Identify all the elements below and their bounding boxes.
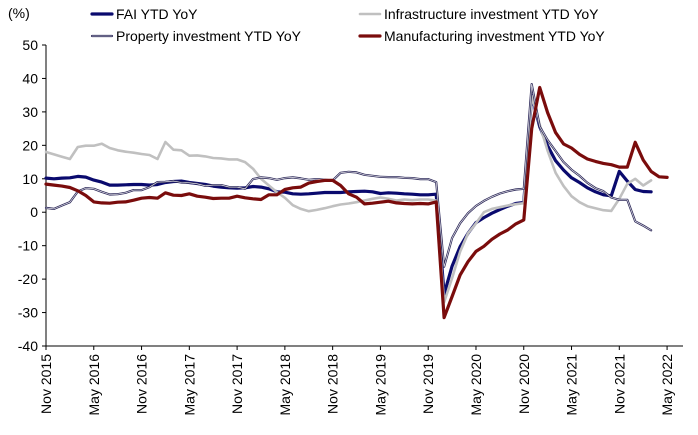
series-line-inner-property-investment-ytd-yoy <box>45 83 652 267</box>
x-tick-label: May 2017 <box>181 354 197 416</box>
x-tick-label: Nov 2015 <box>38 354 54 414</box>
legend-label: Infrastructure investment YTD YoY <box>384 6 599 22</box>
series-line-infrastructure-investment-ytd-yoy <box>44 94 653 304</box>
x-tick-label: Nov 2016 <box>134 354 150 414</box>
x-tick-label: May 2016 <box>86 354 102 416</box>
y-tick-label: -30 <box>18 305 38 321</box>
x-tick-label: Nov 2018 <box>325 354 341 414</box>
series-line-property-investment-ytd-yoy <box>44 83 653 268</box>
x-tick-label: May 2021 <box>564 354 580 416</box>
y-tick-label: -20 <box>18 271 38 287</box>
x-tick-label: May 2020 <box>468 354 484 416</box>
series-line-manufacturing-investment-ytd-yoy <box>44 85 669 320</box>
axes: -40 -30 -20 -10 0 10 20 30 40 50 (%) Nov 2015 May 20… <box>8 5 683 415</box>
x-tick-label: May 2022 <box>659 354 675 416</box>
y-tick-label: -10 <box>18 238 38 254</box>
series-lines <box>44 83 669 320</box>
y-tick-label: 40 <box>22 70 38 86</box>
legend-label: FAI YTD YoY <box>116 6 198 22</box>
y-tick-label: 30 <box>22 104 38 120</box>
legend-label: Property investment YTD YoY <box>116 28 302 44</box>
x-tick-label: May 2018 <box>277 354 293 416</box>
y-tick-label: 0 <box>30 204 38 220</box>
x-tick-label: May 2019 <box>372 354 388 416</box>
y-tick-label: 10 <box>22 171 38 187</box>
y-tick-label: -40 <box>18 338 38 354</box>
y-tick-label: 50 <box>22 37 38 53</box>
x-tick-label: Nov 2020 <box>516 354 532 414</box>
y-axis-label: (%) <box>8 5 30 21</box>
x-tick-label: Nov 2021 <box>611 354 627 414</box>
x-tick-label: Nov 2019 <box>420 354 436 414</box>
y-tick-label: 20 <box>22 137 38 153</box>
legend: FAI YTD YoY Infrastructure investment YTD… <box>90 6 605 44</box>
legend-label: Manufacturing investment YTD YoY <box>384 28 605 44</box>
x-tick-label: Nov 2017 <box>229 354 245 414</box>
